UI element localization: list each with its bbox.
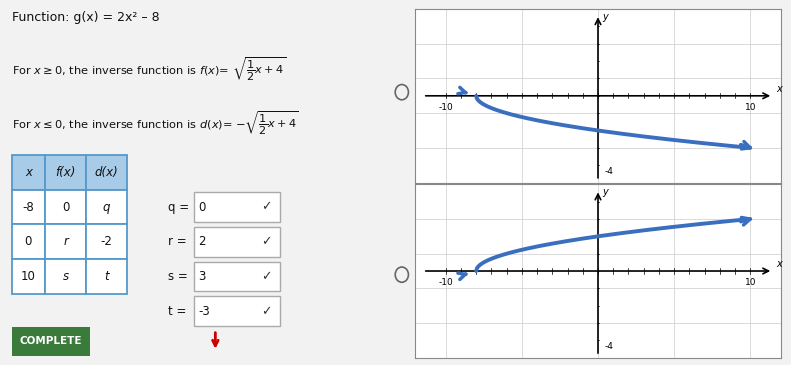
Text: t =: t = (168, 305, 187, 318)
Bar (45, 155, 86, 190)
Text: ✓: ✓ (262, 235, 272, 248)
Bar (194, 262, 280, 292)
Bar (194, 296, 280, 326)
Text: -8: -8 (22, 201, 34, 214)
Bar (45, 190, 86, 224)
Text: s =: s = (168, 270, 188, 283)
Text: q =: q = (168, 201, 190, 214)
Text: 0: 0 (25, 235, 32, 248)
Text: 0: 0 (62, 201, 70, 214)
Bar (45, 259, 86, 294)
Text: For $x \geq 0$, the inverse function is $f(x)$= $\sqrt{\dfrac{1}{2}x+4}$: For $x \geq 0$, the inverse function is … (12, 55, 286, 82)
Text: f(x): f(x) (55, 166, 76, 179)
Text: q: q (103, 201, 111, 214)
Bar (86, 155, 127, 190)
Text: y: y (603, 187, 608, 197)
Text: r =: r = (168, 235, 187, 248)
Text: x: x (776, 259, 782, 269)
Text: -10: -10 (438, 278, 453, 287)
Text: t: t (104, 270, 109, 283)
Bar (194, 227, 280, 257)
Text: r: r (63, 235, 68, 248)
Bar (86, 224, 127, 259)
Text: 2: 2 (199, 235, 206, 248)
Text: ✓: ✓ (262, 270, 272, 283)
Text: ✓: ✓ (262, 305, 272, 318)
Text: 3: 3 (199, 270, 206, 283)
Bar (12, 155, 45, 190)
Bar (86, 190, 127, 224)
Bar (12, 327, 90, 356)
Text: -10: -10 (438, 103, 453, 112)
Text: 10: 10 (744, 278, 756, 287)
Text: y: y (603, 12, 608, 22)
Bar (12, 259, 45, 294)
Text: 0: 0 (199, 201, 206, 214)
Text: -2: -2 (100, 235, 112, 248)
Text: 10: 10 (744, 103, 756, 112)
Text: -3: -3 (199, 305, 210, 318)
Text: x: x (776, 84, 782, 94)
Text: ✓: ✓ (262, 201, 272, 214)
Text: s: s (62, 270, 69, 283)
Bar (194, 192, 280, 222)
Bar (45, 224, 86, 259)
Bar (12, 190, 45, 224)
Text: d(x): d(x) (95, 166, 119, 179)
Text: 10: 10 (21, 270, 36, 283)
Text: COMPLETE: COMPLETE (20, 336, 82, 346)
Text: -4: -4 (604, 342, 613, 351)
Text: Function: g(x) = 2x² – 8: Function: g(x) = 2x² – 8 (12, 11, 159, 24)
Text: For $x \leq 0$, the inverse function is $d(x)$= $-\sqrt{\dfrac{1}{2}x+4}$: For $x \leq 0$, the inverse function is … (12, 110, 299, 137)
Text: -4: -4 (604, 167, 613, 176)
Bar (12, 224, 45, 259)
Bar (86, 259, 127, 294)
Text: x: x (25, 166, 32, 179)
